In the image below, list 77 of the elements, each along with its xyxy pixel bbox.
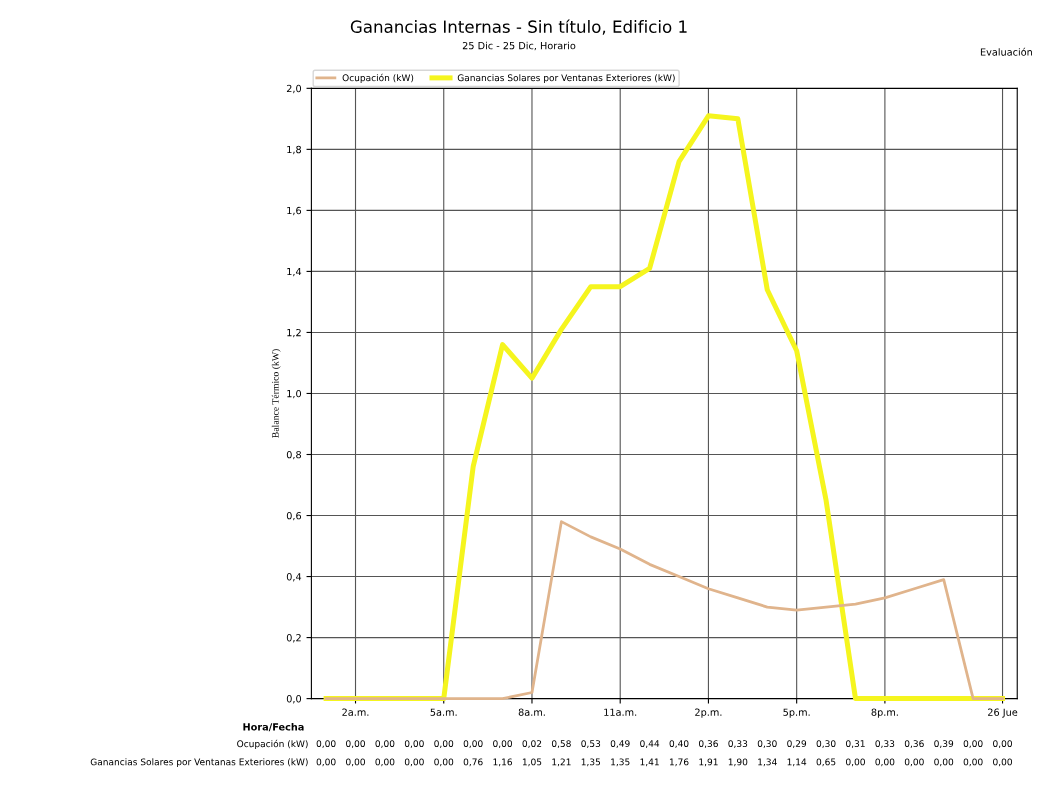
data-label: 0,00 xyxy=(404,758,424,767)
data-label: 0,44 xyxy=(640,740,660,748)
chart-title: Ganancias Internas - Sin título, Edificio 1 xyxy=(350,19,687,35)
data-label: 0,00 xyxy=(493,740,513,748)
data-label: 0,30 xyxy=(816,740,836,748)
data-label: 0,39 xyxy=(934,740,954,748)
y-tick-label: 0,8 xyxy=(286,450,302,460)
data-label: 0,76 xyxy=(463,758,483,767)
y-tick-label: 1,0 xyxy=(287,389,302,399)
data-label: 0,40 xyxy=(669,740,689,748)
data-label: 1,05 xyxy=(522,758,542,767)
text: Ocupación (kW) xyxy=(237,739,308,749)
y-tick-label: 0,0 xyxy=(286,695,302,704)
x-tick-label: 5a.m. xyxy=(430,708,457,716)
x-tick-label: 11a.m. xyxy=(604,708,637,716)
data-label: 1,34 xyxy=(758,758,777,767)
data-label: 0,29 xyxy=(787,740,807,748)
data-label: 1,16 xyxy=(493,758,513,767)
y-tick-label: 1,4 xyxy=(287,268,302,277)
legend-label: Ocupación (kW) xyxy=(342,73,414,83)
data-label: 0,00 xyxy=(846,758,865,767)
data-label: 1,21 xyxy=(552,758,571,767)
chart-subtitle: 25 Dic - 25 Dic, Horario xyxy=(462,41,576,51)
data-label: 1,41 xyxy=(640,758,659,767)
data-label: 0,00 xyxy=(963,758,983,767)
y-tick-label: 1,6 xyxy=(287,206,302,216)
data-label: 0,49 xyxy=(610,740,630,748)
y-tick-label: 1,2 xyxy=(287,328,301,338)
data-label: 0,00 xyxy=(875,758,895,767)
data-label: 0,02 xyxy=(522,740,542,748)
x-tick-label: 2p.m. xyxy=(695,708,722,718)
data-label: 0,00 xyxy=(993,758,1012,767)
y-tick-label: 0,4 xyxy=(286,573,302,582)
data-label: 0,00 xyxy=(434,740,454,748)
y-tick-label: 0,6 xyxy=(286,512,302,521)
data-label: 1,90 xyxy=(728,758,748,767)
data-label: 0,00 xyxy=(346,740,365,748)
data-label: 0,00 xyxy=(934,758,954,767)
data-label: 0,00 xyxy=(346,758,365,767)
data-label: 0,30 xyxy=(757,740,777,748)
data-label: 0,00 xyxy=(993,740,1012,748)
data-label: 0,00 xyxy=(375,758,395,767)
x-tick-label: 2a.m. xyxy=(342,708,369,716)
data-label: 0,00 xyxy=(434,758,454,767)
x-axis-title: Hora/Fecha xyxy=(243,723,304,732)
x-tick-label: 8p.m. xyxy=(871,708,898,718)
legend-label: Ganancias Solares por Ventanas Exteriores (kW) xyxy=(457,74,675,83)
data-label: 1,76 xyxy=(669,758,689,767)
data-label: 0,33 xyxy=(875,740,895,748)
data-label: 0,00 xyxy=(375,740,395,748)
data-label: 1,35 xyxy=(611,758,630,767)
data-label: 0,00 xyxy=(316,758,336,767)
data-label: 0,36 xyxy=(698,740,718,748)
x-tick-label: 26 Jue xyxy=(988,708,1018,718)
y-tick-label: 2,0 xyxy=(286,84,302,94)
text: Evaluación xyxy=(980,47,1032,56)
data-label: 1,14 xyxy=(787,758,807,767)
data-label: 0,00 xyxy=(404,740,424,748)
y-tick-label: 1,8 xyxy=(287,145,302,155)
data-label: 0,31 xyxy=(846,740,865,748)
data-label: 0,65 xyxy=(816,758,836,767)
data-label: 0,00 xyxy=(963,740,983,748)
data-label: 0,00 xyxy=(316,740,336,748)
data-label: 1,91 xyxy=(699,758,718,767)
y-axis-title: Balance Térmico (kW) xyxy=(271,349,281,438)
data-label: 0,58 xyxy=(551,740,571,748)
text: Ganancias Solares por Ventanas Exteriores (kW) xyxy=(90,758,308,768)
data-label: 0,00 xyxy=(904,758,924,767)
data-label: 1,35 xyxy=(581,758,601,767)
line-series xyxy=(324,520,1004,700)
x-tick-label: 5p.m. xyxy=(783,708,810,718)
data-label: 0,00 xyxy=(463,740,483,748)
data-label: 0,33 xyxy=(728,740,748,748)
y-tick-label: 0,2 xyxy=(286,634,301,643)
data-label: 0,36 xyxy=(904,740,924,748)
data-label: 0,53 xyxy=(581,740,601,748)
x-tick-label: 8a.m. xyxy=(518,708,545,716)
